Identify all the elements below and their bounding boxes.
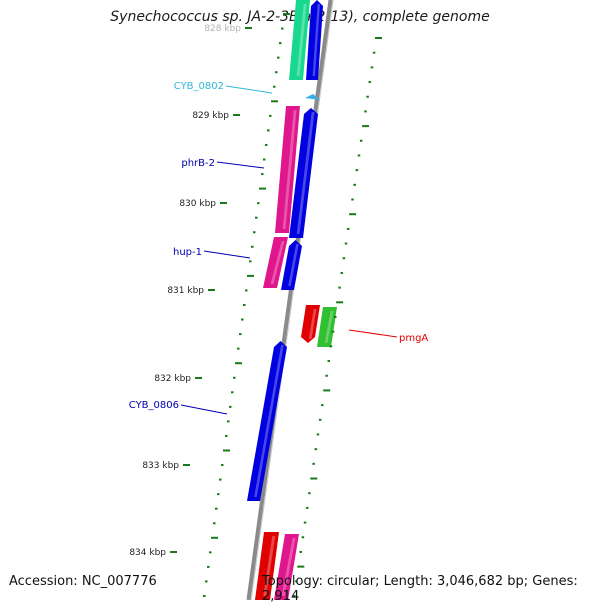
feature-label: CYB_0802 bbox=[174, 81, 224, 92]
feature-magenta-2-sheen bbox=[270, 241, 285, 284]
label-leader-line bbox=[225, 85, 273, 94]
label-leader-line bbox=[180, 404, 228, 415]
scale-label: 830 kbp bbox=[179, 199, 216, 209]
scale-label: 832 kbp bbox=[154, 374, 191, 384]
feature-bottom-magenta-sheen bbox=[281, 538, 296, 596]
scale-label: 834 kbp bbox=[129, 548, 166, 558]
feature-pmgA-red bbox=[301, 305, 320, 343]
rrna-feature-top bbox=[289, 0, 310, 80]
feature-magenta-1 bbox=[275, 106, 300, 233]
cds-cyb0806 bbox=[247, 341, 287, 501]
feature-bottom-red-sheen bbox=[263, 536, 276, 596]
feature-bottom-red bbox=[255, 532, 279, 600]
feature-label: pmgA bbox=[399, 333, 428, 344]
backbone-highlight bbox=[250, 0, 334, 600]
feature-label: hup-1 bbox=[173, 247, 202, 258]
scale-label: 829 kbp bbox=[192, 111, 229, 121]
scale-label: 828 kbp bbox=[204, 24, 241, 34]
feature-pmgA-green-sheen bbox=[324, 311, 334, 343]
feature-label: CYB_0806 bbox=[129, 400, 179, 411]
feature-label: phrB-2 bbox=[181, 158, 215, 169]
cds-cyb0806-sheen bbox=[254, 345, 284, 497]
accession-text: Accession: NC_007776 bbox=[9, 574, 157, 589]
label-leader-line bbox=[348, 329, 398, 338]
rrna-feature-top-sheen bbox=[296, 4, 307, 76]
label-leader-line bbox=[216, 161, 265, 169]
label-leader-line bbox=[203, 250, 251, 259]
feature-magenta-2 bbox=[263, 237, 288, 288]
cds-phrB-2 bbox=[289, 108, 318, 238]
cds-hup-1-sheen bbox=[288, 244, 299, 286]
cds-feature-top bbox=[306, 0, 323, 80]
feature-magenta-1-sheen bbox=[282, 110, 297, 229]
scale-label: 833 kbp bbox=[142, 461, 179, 471]
feature-bottom-magenta bbox=[274, 534, 299, 600]
cds-hup-1 bbox=[281, 240, 302, 290]
scale-label: 831 kbp bbox=[167, 286, 204, 296]
feature-pmgA-red-sheen bbox=[308, 309, 317, 339]
cds-cyb0802 bbox=[305, 94, 320, 100]
backbone-line bbox=[246, 0, 334, 600]
cds-phrB-2-sheen bbox=[296, 112, 315, 234]
feature-pmgA-green bbox=[317, 307, 337, 347]
cds-feature-top-sheen bbox=[312, 4, 320, 76]
